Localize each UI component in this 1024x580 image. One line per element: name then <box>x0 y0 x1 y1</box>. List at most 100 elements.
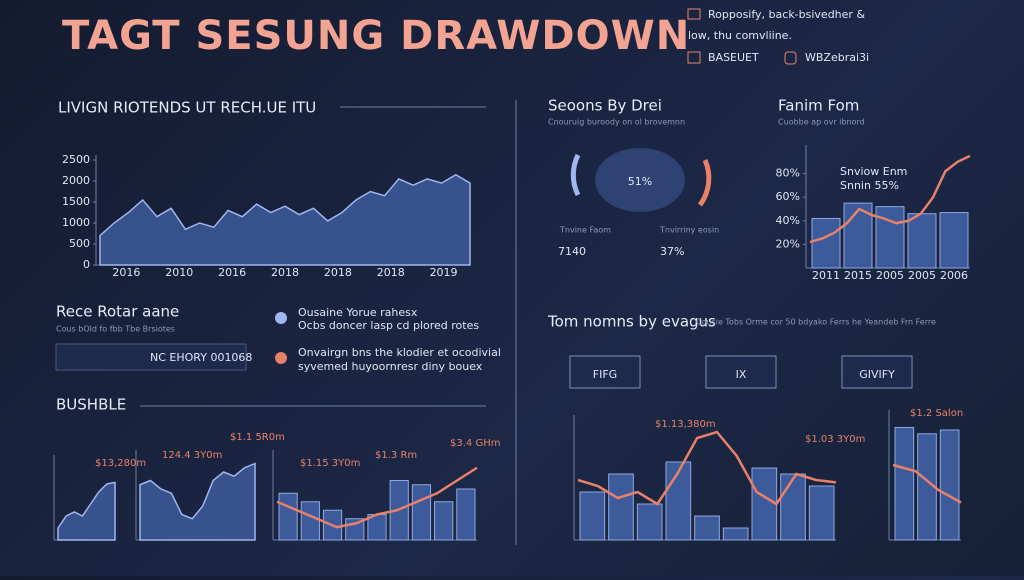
icon <box>784 51 797 65</box>
y-tick-label: 1000 <box>62 216 90 229</box>
bar <box>808 485 835 541</box>
y-tick-label: 20% <box>776 237 800 250</box>
tile <box>569 355 641 389</box>
note: low, thu comvliine. <box>688 29 792 42</box>
annotation: Snviow Enm <box>840 165 907 178</box>
bar <box>411 484 432 541</box>
x-tick-label: 2019 <box>430 266 458 279</box>
bar <box>434 501 454 541</box>
bar <box>300 501 320 541</box>
gauge-core <box>595 148 685 212</box>
x-tick-label: 2015 <box>844 269 872 282</box>
annotation: $1.03 3Y0m <box>805 434 865 445</box>
bar <box>665 461 692 541</box>
annotation: $1.3 Rm <box>375 450 417 461</box>
tile-label: FIFG <box>593 368 617 381</box>
bar <box>875 206 905 269</box>
tile-label: IX <box>736 368 747 381</box>
x-tick-label: 2016 <box>112 266 140 279</box>
section-title: BUSHBLE <box>56 396 126 414</box>
y-tick-label: 60% <box>776 190 800 203</box>
y-tick-label: 80% <box>776 167 800 180</box>
x-tick-label: 2011 <box>812 269 840 282</box>
area <box>139 462 256 541</box>
icon <box>687 8 701 20</box>
chart-title: LIVIGN RIOTENDS UT RECH.UE ITU <box>58 99 316 117</box>
tiles-title: Tom nomns by evagus <box>547 313 716 331</box>
x-tick-label: 2018 <box>271 266 299 279</box>
tile <box>705 355 777 389</box>
legend-item: syvemed huyoornresr diny bouex <box>298 360 483 373</box>
gauge-arc <box>570 153 581 197</box>
bar <box>722 527 749 541</box>
line <box>276 466 478 529</box>
annotation: 124.4 3Y0m <box>162 450 222 461</box>
annotation: $1.13,380m <box>655 419 716 430</box>
legend-subtitle: Cous bOld fo fbb Tbe Brsiotes <box>56 325 175 334</box>
x-tick-label: 2006 <box>940 269 968 282</box>
bar <box>939 429 960 541</box>
gauge-value: 51% <box>628 175 652 188</box>
tiles-subtitle: Cousie Tobs Orme cor 50 bdyako Ferrs he … <box>696 318 936 327</box>
area <box>99 173 471 266</box>
bar <box>278 492 298 541</box>
bar <box>636 503 663 541</box>
x-tick-label: 2005 <box>876 269 904 282</box>
note: Ropposify, back-bsivedher & <box>708 8 865 21</box>
annotation: $1.2 Salon <box>910 408 963 419</box>
y-tick-label: 0 <box>83 258 90 271</box>
tag: WBZebrai3i <box>805 51 869 64</box>
area <box>57 481 116 541</box>
legend-dot <box>275 352 287 364</box>
y-tick-label: 2500 <box>62 153 90 166</box>
stat-label: Tnvirriny eosin <box>659 226 719 235</box>
stat-value: 37% <box>660 245 684 258</box>
chart-subtitle: Cuobbe ap ovr ibnord <box>778 118 865 127</box>
legend-item: Ousaine Yorue rahesx <box>298 306 418 319</box>
chart-title: Fanim Fom <box>778 97 859 115</box>
legend-box <box>55 343 247 371</box>
gauge-title: Seoons By Drei <box>548 97 662 115</box>
title: TAGT SESUNG DRAWDOWN <box>62 13 690 59</box>
line <box>892 463 962 504</box>
bar <box>579 491 606 541</box>
y-tick-label: 500 <box>69 237 90 250</box>
x-tick-label: 2010 <box>165 266 193 279</box>
y-tick-label: 1500 <box>62 195 90 208</box>
bar <box>939 212 969 269</box>
x-tick-label: 2018 <box>377 266 405 279</box>
stat-label: Tnvine Faom <box>559 226 611 235</box>
bar <box>811 217 841 269</box>
tile-label: GIVIFY <box>859 368 895 381</box>
legend-dot <box>275 312 287 324</box>
stat-value: 7140 <box>558 245 586 258</box>
tag: BASEUET <box>708 51 759 64</box>
y-tick-label: 40% <box>776 214 800 227</box>
legend-item: Onvairgn bns the klodier et ocodivial <box>298 346 501 359</box>
line <box>809 154 971 244</box>
icon <box>687 51 701 64</box>
bar <box>608 473 634 541</box>
bar <box>894 427 915 541</box>
legend-box-text: NC EHORY 001068 <box>150 351 252 364</box>
bar <box>780 473 806 541</box>
bar <box>751 467 778 541</box>
line <box>577 430 837 506</box>
annotation: $3.4 GHm <box>450 438 500 449</box>
bar <box>907 213 937 269</box>
annotation: $1.15 3Y0m <box>300 458 360 469</box>
legend-item: Ocbs doncer lasp cd plored rotes <box>298 319 479 332</box>
annotation: $1.1 5R0m <box>230 432 285 443</box>
x-tick-label: 2005 <box>908 269 936 282</box>
x-tick-label: 2018 <box>324 266 352 279</box>
annotation: $13,280m <box>95 458 146 469</box>
legend-title: Rece Rotar aane <box>56 303 179 321</box>
bar <box>456 488 476 541</box>
annotation: Snnin 55% <box>840 179 899 192</box>
tile <box>841 355 913 389</box>
gauge-subtitle: Cnouruig buroody on ol brovemnn <box>548 118 685 127</box>
y-tick-label: 2000 <box>62 174 90 187</box>
bar <box>694 515 720 541</box>
gauge-arc <box>697 158 712 207</box>
